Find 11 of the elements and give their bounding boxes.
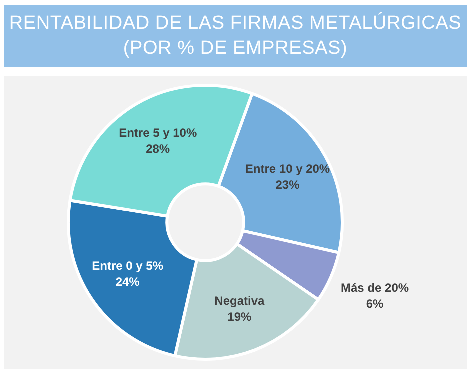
data-label: 24% (116, 275, 140, 290)
slice-label: Entre 5 y 10% (119, 126, 198, 140)
data-label: 28% (146, 142, 170, 156)
chart-title: RENTABILIDAD DE LAS FIRMAS METALÚRGICAS (POR % DE EMPRESAS) (4, 5, 467, 67)
data-label: 23% (276, 178, 300, 192)
slice-label: Más de 20% (341, 280, 410, 295)
data-label: 6% (366, 296, 384, 311)
data-label: 19% (228, 310, 252, 324)
slice-label: Entre 10 y 20% (245, 162, 330, 176)
slice-label: Negativa (214, 294, 266, 308)
slice-label: Entre 0 y 5% (92, 259, 164, 274)
